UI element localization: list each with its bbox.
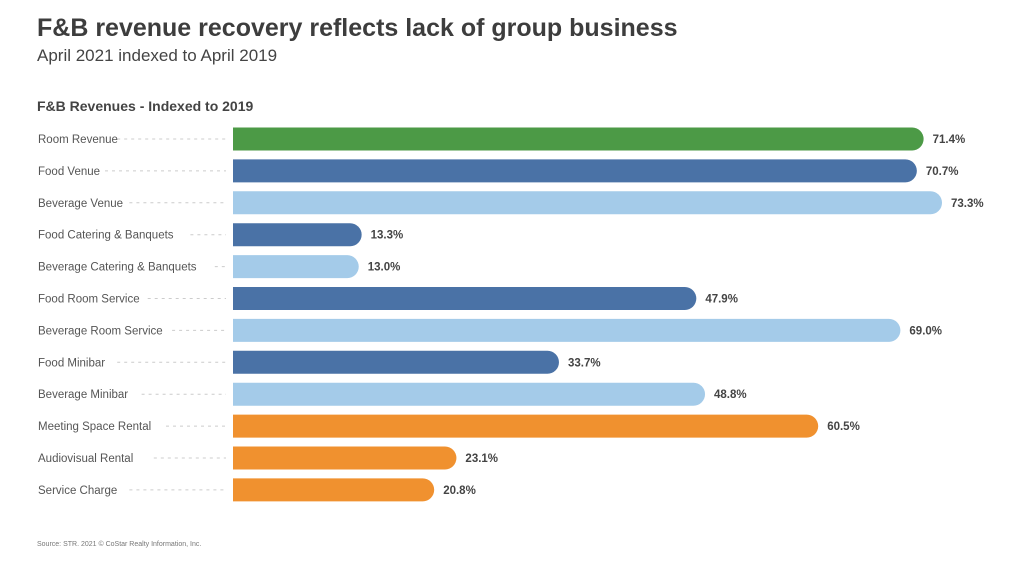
bar [233, 446, 457, 470]
chart-subtitle: April 2021 indexed to April 2019 [37, 46, 278, 65]
data-label: 71.4% [933, 134, 966, 146]
bar [233, 414, 819, 438]
bar [233, 223, 362, 247]
category-label: Food Venue [38, 166, 100, 178]
category-label: Meeting Space Rental [38, 421, 151, 433]
bar [233, 159, 917, 183]
data-label: 70.7% [926, 166, 959, 178]
data-label: 20.8% [443, 485, 476, 497]
bar [233, 287, 697, 310]
category-label: Food Catering & Banquets [38, 230, 174, 242]
data-label: 60.5% [827, 421, 860, 433]
data-label: 69.0% [909, 325, 942, 337]
bar [233, 318, 901, 342]
data-label: 73.3% [951, 198, 984, 210]
category-label: Service Charge [38, 485, 117, 497]
category-label: Food Room Service [38, 294, 140, 306]
category-label: Beverage Catering & Banquets [38, 262, 197, 274]
category-label: Beverage Room Service [38, 325, 163, 337]
data-label: 13.0% [368, 262, 401, 274]
data-label: 13.3% [371, 230, 404, 242]
category-label: Food Minibar [38, 357, 105, 369]
bar [233, 478, 435, 502]
source-note: Source: STR. 2021 © CoStar Realty Inform… [37, 541, 202, 548]
data-label: 48.8% [714, 389, 747, 401]
bar [233, 191, 943, 215]
category-label: Beverage Minibar [38, 389, 128, 401]
bar [233, 127, 924, 151]
bar [233, 350, 559, 374]
category-label: Beverage Venue [38, 198, 123, 210]
data-label: 33.7% [568, 357, 601, 369]
bar [233, 255, 359, 279]
chart-title: F&B revenue recovery reflects lack of gr… [37, 14, 678, 42]
category-label: Audiovisual Rental [38, 453, 133, 465]
data-label: 47.9% [705, 294, 738, 306]
bar [233, 382, 706, 406]
data-label: 23.1% [465, 453, 498, 465]
category-label: Room Revenue [38, 134, 118, 146]
chart-heading: F&B Revenues - Indexed to 2019 [37, 98, 254, 114]
